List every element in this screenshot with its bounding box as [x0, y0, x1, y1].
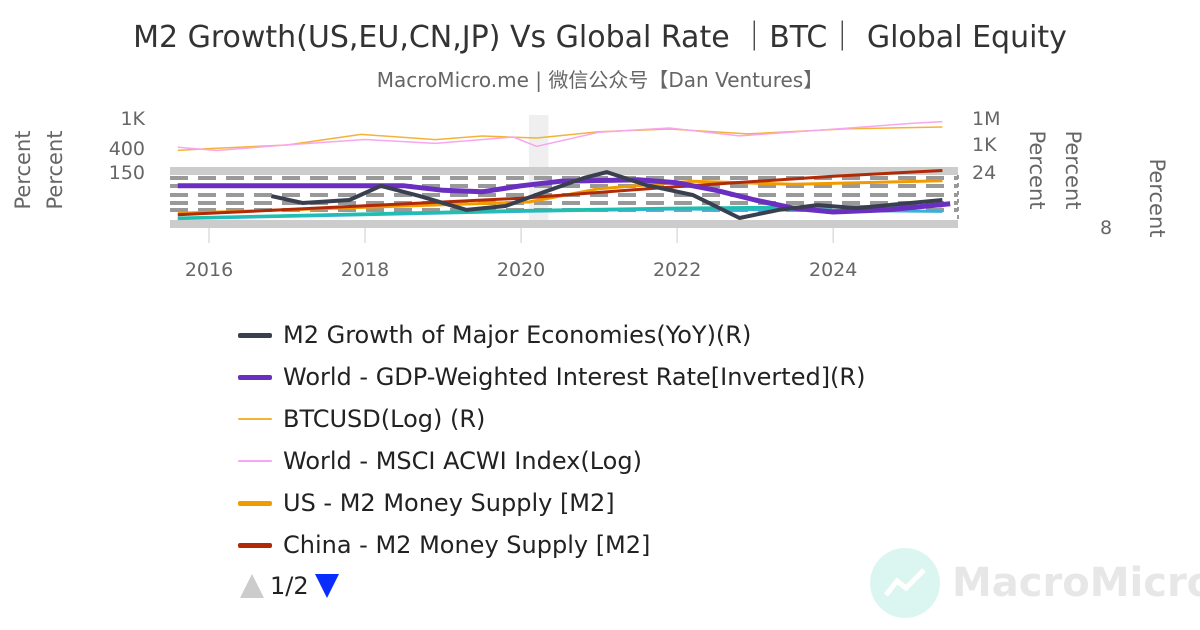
- legend-label: China - M2 Money Supply [M2]: [283, 531, 651, 559]
- legend-label: M2 Growth of Major Economies(YoY)(R): [283, 321, 752, 349]
- x-tick-label: 2020: [497, 259, 545, 281]
- legend-next-page-icon[interactable]: [314, 574, 339, 598]
- x-tick-label: 2022: [653, 259, 701, 281]
- y-tick-label-left: 400: [109, 138, 145, 160]
- axis-title: Percent: [1025, 130, 1049, 209]
- legend-swatch: [238, 418, 272, 420]
- x-tick-label: 2018: [341, 259, 389, 281]
- legend-swatch: [238, 500, 272, 506]
- legend-label: US - M2 Money Supply [M2]: [283, 489, 615, 517]
- legend: M2 Growth of Major Economies(YoY)(R) Worl…: [238, 314, 998, 566]
- legend-label: World - MSCI ACWI Index(Log): [283, 447, 642, 475]
- y-tick-label-right: 24: [972, 162, 996, 184]
- legend-item[interactable]: US - M2 Money Supply [M2]: [238, 482, 998, 524]
- legend-page-label: 1/2: [270, 572, 309, 600]
- watermark-logo-icon: [870, 548, 940, 618]
- legend-swatch: [238, 374, 272, 380]
- axis-title: Percent: [1145, 158, 1169, 237]
- legend-swatch: [238, 460, 272, 462]
- series-line-3: [177, 120, 943, 152]
- series-line-1: [177, 177, 951, 215]
- panel-band-top: [170, 167, 958, 175]
- series-line-0: [270, 170, 943, 220]
- legend-prev-page-icon[interactable]: [240, 574, 264, 598]
- legend-item[interactable]: M2 Growth of Major Economies(YoY)(R): [238, 314, 998, 356]
- legend-item[interactable]: World - MSCI ACWI Index(Log): [238, 440, 998, 482]
- legend-swatch: [238, 542, 272, 548]
- series-line-5: [177, 169, 943, 217]
- y-tick-label-left: 150: [109, 162, 145, 184]
- legend-item[interactable]: BTCUSD(Log) (R): [238, 398, 998, 440]
- x-tick-label: 2016: [185, 259, 233, 281]
- watermark: MacroMicro: [870, 548, 1200, 618]
- legend-item[interactable]: World - GDP-Weighted Interest Rate[Inver…: [238, 356, 998, 398]
- watermark-text: MacroMicro: [952, 560, 1200, 606]
- chart-subtitle: MacroMicro.me | 微信公众号【Dan Ventures】: [376, 68, 824, 92]
- series-line-2: [177, 126, 943, 152]
- legend-label: BTCUSD(Log) (R): [283, 405, 486, 433]
- legend-pager: 1/2: [240, 572, 339, 600]
- axis-title: Percent: [11, 130, 35, 209]
- chart-title: M2 Growth(US,EU,CN,JP) Vs Global Rate ｜B…: [133, 20, 1067, 55]
- legend-label: World - GDP-Weighted Interest Rate[Inver…: [283, 363, 866, 391]
- legend-swatch: [238, 332, 272, 338]
- panel-band-bottom: [170, 220, 958, 228]
- axis-title: Percent: [43, 130, 67, 209]
- y-tick-label-right: 1M: [972, 108, 1000, 130]
- x-tick-label: 2024: [809, 259, 857, 281]
- y-tick-label-left: 1K: [120, 108, 145, 130]
- y-tick-label-right: 1K: [972, 134, 997, 156]
- y-tick-label-right2: 8: [1100, 217, 1112, 239]
- axis-title: Percent: [1061, 130, 1085, 209]
- legend-item[interactable]: China - M2 Money Supply [M2]: [238, 524, 998, 566]
